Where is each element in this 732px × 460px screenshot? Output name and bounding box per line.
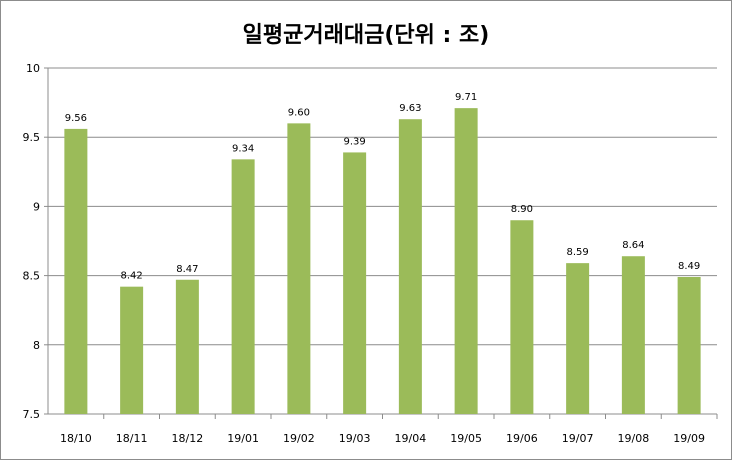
y-tick-label: 8 <box>33 339 40 352</box>
bar <box>231 159 255 414</box>
bar <box>64 128 88 414</box>
bar <box>566 263 590 414</box>
y-tick-label: 7.5 <box>23 408 41 421</box>
bar <box>621 256 645 414</box>
x-tick-label: 19/05 <box>450 432 482 445</box>
bar <box>510 220 534 414</box>
bar <box>343 152 367 414</box>
x-tick-label: 19/01 <box>227 432 259 445</box>
data-label: 8.42 <box>120 271 142 282</box>
y-tick-label: 8.5 <box>23 270 41 283</box>
x-tick-label: 18/12 <box>172 432 204 445</box>
data-label: 8.59 <box>566 247 588 258</box>
data-label: 8.64 <box>622 240 644 251</box>
bar <box>287 123 311 415</box>
data-label: 9.71 <box>455 92 477 103</box>
y-tick-label: 9 <box>33 200 40 213</box>
x-tick-label: 19/09 <box>673 432 705 445</box>
x-tick-label: 19/07 <box>562 432 594 445</box>
y-tick-label: 9.5 <box>23 131 41 144</box>
bar <box>677 276 701 414</box>
x-tick-label: 18/10 <box>60 432 92 445</box>
bar <box>454 108 478 415</box>
bar <box>398 119 422 414</box>
data-label: 9.60 <box>288 107 310 118</box>
data-label: 8.49 <box>678 261 700 272</box>
data-label: 8.90 <box>511 204 533 215</box>
x-tick-label: 19/08 <box>618 432 650 445</box>
chart-title: 일평균거래대금(단위 : 조) <box>242 23 490 48</box>
x-tick-label: 18/11 <box>116 432 148 445</box>
data-label: 9.34 <box>232 143 254 154</box>
x-tick-label: 19/03 <box>339 432 371 445</box>
bar <box>175 279 199 414</box>
data-label: 9.39 <box>343 136 365 147</box>
x-tick-label: 19/06 <box>506 432 538 445</box>
bar <box>120 286 144 414</box>
x-tick-label: 19/04 <box>395 432 427 445</box>
data-label: 8.47 <box>176 264 198 275</box>
data-label: 9.63 <box>399 103 421 114</box>
data-label: 9.56 <box>65 113 87 124</box>
y-tick-label: 10 <box>26 62 40 75</box>
x-tick-label: 19/02 <box>283 432 315 445</box>
